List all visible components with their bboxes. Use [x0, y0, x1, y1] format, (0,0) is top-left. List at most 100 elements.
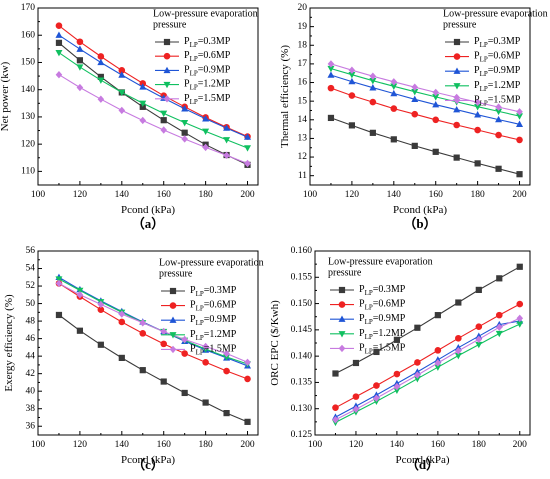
data-point [97, 300, 105, 309]
data-point [76, 327, 84, 334]
y-tick-label: 48 [26, 316, 36, 326]
data-point [55, 311, 63, 319]
data-point [76, 45, 84, 52]
data-point [160, 126, 168, 134]
y-tick-label: 0.145 [291, 325, 313, 335]
chart-panel-b: 100 120 140 160 180 200 11 12 13 14 15 16 17 18 19 20 Pc… [279, 3, 548, 231]
data-point [453, 106, 461, 113]
legend-swatch-marker [163, 38, 171, 46]
data-point [139, 330, 147, 337]
legend-swatch-marker [169, 345, 177, 354]
data-point [97, 77, 105, 84]
series-0.3MP [332, 263, 523, 377]
y-tick-label: 120 [21, 139, 36, 149]
series-line [335, 323, 521, 423]
series-line [58, 34, 248, 138]
data-point [411, 95, 419, 102]
series-line [330, 117, 520, 175]
series-1.2MP [331, 321, 524, 427]
x-tick-label: 100 [31, 190, 46, 200]
y-tick-label: 14 [298, 115, 308, 125]
data-point [97, 53, 105, 60]
data-point [55, 276, 63, 283]
data-point [76, 57, 84, 64]
x-tick-label: 160 [429, 190, 444, 200]
data-point [55, 49, 63, 57]
data-point [475, 335, 483, 344]
data-point [244, 358, 251, 366]
x-tick-label: 100 [31, 440, 46, 450]
legend-swatch-marker [169, 287, 177, 295]
data-point [411, 88, 419, 96]
legend-label: PLP=1.2MP [474, 80, 521, 92]
legend-label: PLP=0.3MP [184, 36, 231, 48]
legend-label: PLP=1.2MP [190, 329, 237, 341]
data-point [432, 94, 440, 101]
data-point [223, 367, 230, 375]
series-0.6MP [332, 300, 524, 411]
data-point [181, 105, 189, 112]
legend-title: pressure [443, 19, 477, 30]
series-line [330, 63, 520, 113]
series-line [58, 282, 248, 363]
data-point [414, 324, 421, 331]
legend-label: PLP=1.5MP [190, 344, 237, 356]
y-tick-label: 52 [26, 281, 36, 291]
panel-label: （a） [132, 216, 165, 231]
data-point [327, 71, 335, 78]
data-point [434, 312, 441, 319]
data-point [97, 58, 105, 66]
data-point [373, 348, 380, 356]
data-point [223, 137, 231, 144]
data-point [139, 367, 146, 374]
x-tick-label: 200 [512, 190, 527, 200]
data-point [202, 342, 209, 351]
legend-label: PLP=1.2MP [184, 79, 231, 91]
data-point [244, 159, 251, 168]
y-tick-label: 50 [26, 299, 36, 309]
y-axis-label: ORC EPC ($/Kwh) [269, 300, 281, 386]
data-point [495, 103, 502, 111]
series-0.6MP [55, 280, 251, 383]
legend-title: pressure [328, 267, 362, 278]
series-1.2MP [55, 49, 252, 152]
legend-swatch-marker [338, 331, 346, 338]
data-point [223, 409, 230, 417]
legend-title: pressure [159, 268, 193, 279]
data-point [223, 349, 230, 358]
x-tick-label: 100 [308, 440, 323, 450]
legend-title: Low-pressure evaporation [328, 256, 433, 267]
data-point [352, 359, 360, 367]
series-1.5MP [332, 314, 524, 424]
data-point [202, 358, 209, 366]
series-line [335, 266, 521, 374]
x-tick-label: 200 [240, 190, 255, 200]
series-line [330, 74, 520, 125]
y-tick-label: 54 [26, 264, 36, 274]
y-tick-label: 0.130 [291, 404, 313, 414]
data-point [516, 120, 524, 127]
x-tick-label: 180 [472, 440, 487, 450]
data-point [495, 115, 503, 123]
data-point [352, 405, 360, 413]
legend-title: pressure [153, 19, 187, 30]
plot-frame [37, 7, 259, 186]
data-point [181, 389, 188, 397]
legend-swatch-marker [453, 83, 461, 90]
x-tick-label: 180 [198, 190, 213, 200]
data-point [348, 72, 356, 79]
data-point [369, 77, 377, 85]
y-tick-label: 40 [26, 386, 36, 396]
legend-label: PLP=0.9MP [474, 65, 521, 77]
data-point [414, 371, 421, 379]
data-point [139, 116, 147, 125]
data-point [411, 142, 418, 149]
y-tick-label: 44 [26, 351, 36, 361]
x-tick-label: 100 [303, 190, 318, 200]
y-tick-label: 160 [21, 30, 36, 40]
data-point [160, 327, 168, 336]
y-tick-label: 0.140 [291, 351, 313, 361]
legend-swatch-marker [453, 53, 461, 60]
y-tick-label: 15 [298, 96, 308, 106]
